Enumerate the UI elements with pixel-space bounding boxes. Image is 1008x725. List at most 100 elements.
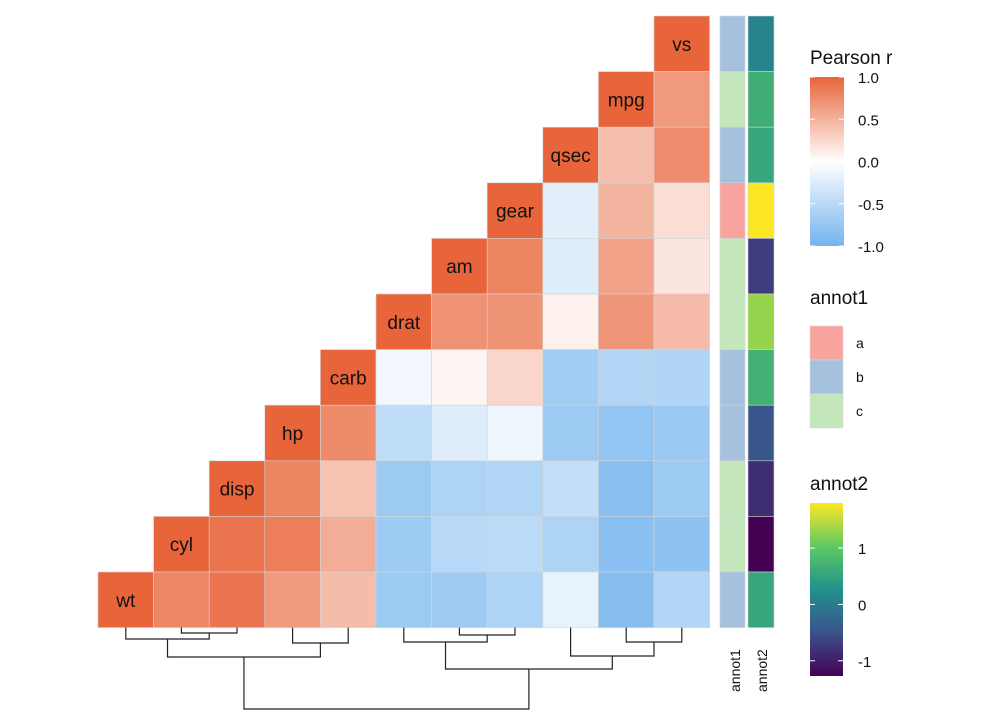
heatmap-cell (208, 460, 266, 517)
annot1-legend-label: b (856, 369, 864, 385)
heatmap-cell (598, 293, 655, 350)
annot1-cell (719, 404, 746, 462)
dendrogram-link (625, 627, 683, 643)
heatmap-cell (653, 349, 710, 406)
heatmap-cell (208, 516, 266, 573)
annot2-colorbar (810, 503, 843, 676)
annot2-tick-label: 1 (858, 541, 866, 558)
heatmap-cell (264, 404, 321, 462)
dendrogram-link (243, 657, 530, 710)
heatmap-cell (542, 293, 599, 350)
heatmap-cell (542, 516, 599, 573)
diagonal-labels: vs mpg qsec gear am drat carb hp disp cyl wt (115, 35, 691, 612)
heatmap-cell (486, 516, 544, 573)
heatmap-cell (320, 516, 377, 573)
heatmap-cell (264, 460, 321, 517)
heatmap-cell (542, 126, 599, 184)
annot2-cell (747, 404, 775, 462)
heatmap-cell (431, 404, 488, 462)
annot1-column-label: annot1 (727, 649, 743, 692)
heatmap-cell (598, 460, 655, 517)
heatmap-cell (653, 516, 710, 573)
dendrogram-link (292, 627, 349, 644)
annot1-legend-label: a (856, 335, 864, 351)
annot1-cell (719, 15, 746, 72)
dendrogram-link (166, 639, 321, 658)
heatmap-cell (598, 182, 655, 239)
annot2-cell (747, 71, 775, 128)
heatmap-cell (431, 349, 488, 406)
heatmap-cell (542, 182, 599, 239)
heatmap-cell (598, 126, 655, 184)
heatmap-cell (653, 238, 710, 295)
diagonal-label: vs (672, 35, 691, 56)
heatmap-cell (486, 460, 544, 517)
annot1-cell (719, 516, 746, 573)
pearson-legend-title: Pearson r (810, 48, 893, 69)
heatmap-cell (375, 571, 432, 628)
annotation-columns (719, 15, 775, 628)
heatmap-cell (486, 349, 544, 406)
annot1-legend-title: annot1 (810, 288, 868, 309)
dendrogram-link (180, 627, 238, 634)
heatmap-cell (653, 460, 710, 517)
diagonal-label: disp (220, 480, 255, 501)
heatmap-cell (542, 404, 599, 462)
heatmap-cell (653, 404, 710, 462)
heatmap-cell (486, 238, 544, 295)
heatmap-cell (97, 571, 154, 628)
annot2-tick-label: 0 (858, 597, 866, 614)
annot1-legend-swatch (809, 325, 844, 361)
heatmap-cell (153, 571, 210, 628)
heatmap-cell (598, 238, 655, 295)
annot1-legend-label: c (856, 403, 863, 419)
heatmap-cell (208, 571, 266, 628)
pearson-tick-label: 1.0 (858, 70, 879, 87)
annot1-cell (719, 349, 746, 406)
diagonal-label: cyl (170, 535, 193, 556)
heatmap-cell (542, 349, 599, 406)
heatmap-cell (431, 516, 488, 573)
heatmap-cell (375, 516, 432, 573)
annot2-cell (747, 516, 775, 573)
heatmap-cell (375, 349, 432, 406)
heatmap-cell (653, 293, 710, 350)
column-dendrogram (125, 627, 683, 710)
annot2-cell (747, 460, 775, 517)
heatmap-cell (542, 238, 599, 295)
heatmap-cell (320, 571, 377, 628)
heatmap-cell (320, 349, 377, 406)
pearson-tick-label: -1.0 (858, 239, 884, 256)
heatmap-cell (598, 71, 655, 128)
pearson-tick-label: 0.5 (858, 112, 879, 129)
annot2-legend-title: annot2 (810, 474, 868, 495)
pearson-colorbar (810, 77, 844, 246)
heatmap-cell (264, 516, 321, 573)
annot1-cell (719, 460, 746, 517)
heatmap-cell (486, 571, 544, 628)
annot1-legend-swatch (809, 359, 844, 395)
heatmap-cell (598, 571, 655, 628)
diagonal-label: gear (496, 202, 535, 223)
annot1-cell (719, 182, 746, 239)
heatmap-cell (431, 293, 488, 350)
annot2-cell (747, 15, 775, 72)
annot2-cell (747, 571, 775, 628)
pearson-tick-label: 0.0 (858, 155, 879, 172)
heatmap-cell (542, 460, 599, 517)
dendrogram-link (458, 627, 516, 636)
heatmap-cell (320, 460, 377, 517)
heatmap-cell (264, 571, 321, 628)
annot1-cell (719, 238, 746, 295)
annot1-cell (719, 293, 746, 350)
pearson-ticks: 1.0 0.5 0.0 -0.5 -1.0 (810, 70, 884, 256)
annot2-cell (747, 126, 775, 184)
diagonal-label: carb (330, 368, 367, 389)
heatmap-cell (653, 571, 710, 628)
annot1-legend: a b c (809, 325, 864, 429)
pearson-tick-label: -0.5 (858, 197, 884, 214)
heatmap-cell (375, 404, 432, 462)
heatmap-cell (598, 516, 655, 573)
annot2-tick-label: -1 (858, 654, 871, 671)
diagonal-label: hp (282, 424, 303, 445)
